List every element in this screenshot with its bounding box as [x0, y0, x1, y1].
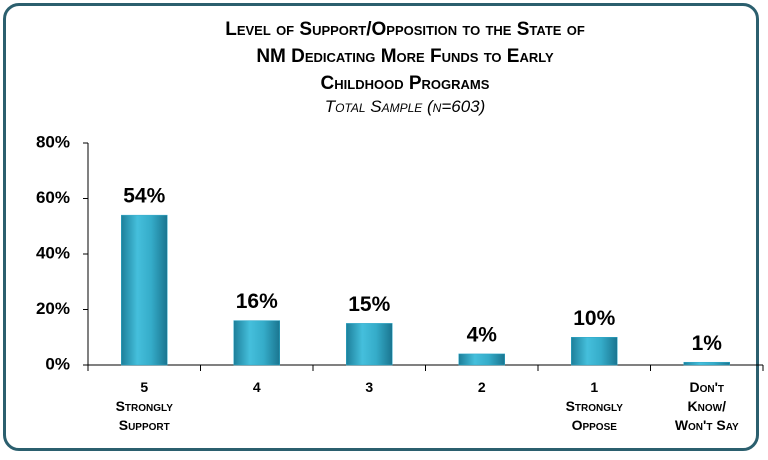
x-tick-label: 5 Strongly Support	[115, 379, 173, 433]
data-label: 15%	[348, 293, 390, 316]
bar	[458, 353, 505, 366]
data-label: 54%	[123, 185, 165, 208]
data-label: 10%	[573, 307, 615, 330]
y-tick-label: 60%	[36, 188, 70, 207]
chart-title: Level of Support/Opposition to the State…	[225, 19, 585, 94]
chart-subtitle: Total Sample (n=603)	[324, 97, 486, 116]
x-tick-label: 2	[477, 379, 486, 395]
y-tick-label: 80%	[36, 132, 70, 151]
bar	[346, 323, 393, 366]
x-tick-label: Don't Know/ Won't Say	[674, 379, 739, 433]
y-tick-label: 40%	[36, 243, 70, 262]
y-tick-label: 20%	[36, 299, 70, 318]
bar	[233, 320, 280, 366]
bar	[121, 214, 168, 366]
x-tick-label: 1 Strongly Oppose	[565, 379, 623, 433]
x-tick-label: 4	[252, 379, 261, 395]
data-label: 4%	[467, 323, 498, 346]
frame	[3, 3, 759, 451]
y-tick-label: 0%	[45, 354, 70, 373]
bar	[571, 337, 618, 366]
x-tick-label: 3	[365, 379, 374, 395]
data-label: 16%	[236, 290, 278, 313]
bar	[683, 361, 730, 366]
data-label: 1%	[692, 332, 723, 355]
